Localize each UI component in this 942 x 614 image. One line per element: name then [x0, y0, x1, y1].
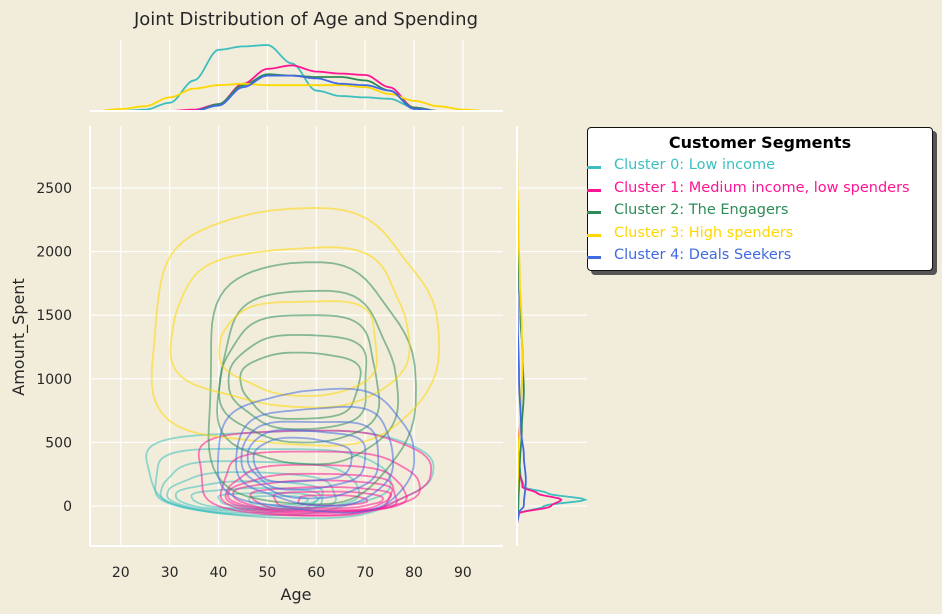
contour-cluster-0	[217, 491, 319, 508]
kde-contours	[145, 206, 441, 520]
age-kde-line-cluster-3	[96, 82, 488, 112]
legend-item: Cluster 1: Medium income, low spenders	[587, 179, 910, 196]
legend-line-marker	[587, 233, 601, 237]
contour-cluster-2	[207, 261, 417, 506]
legend-item: Cluster 3: High spenders	[587, 224, 794, 241]
chart-title: Joint Distribution of Age and Spending	[133, 9, 478, 30]
legend-line-marker	[587, 211, 601, 214]
legend: Customer Segments Cluster 0: Low income C…	[587, 127, 933, 271]
y-tick-label: 500	[45, 435, 72, 451]
legend-item: Cluster 0: Low income	[587, 157, 776, 173]
x-tick-label: 80	[405, 565, 423, 581]
legend-label: Cluster 1: Medium income, low spenders	[614, 179, 910, 196]
age-kde-line-cluster-1	[169, 64, 439, 112]
y-tick-label: 0	[63, 499, 72, 515]
x-tick-label: 50	[259, 565, 277, 581]
contour-cluster-1	[272, 490, 384, 510]
legend-label: Cluster 3: High spenders	[614, 224, 794, 241]
contour-cluster-4	[252, 436, 353, 484]
x-axis-label: Age	[281, 585, 312, 604]
legend-item: Cluster 2: The Engagers	[587, 202, 789, 218]
y-axis-label: Amount_Spent	[9, 278, 29, 395]
x-tick-label: 90	[454, 565, 472, 581]
age-marginal-kde	[96, 44, 488, 112]
x-tick-label: 30	[161, 565, 179, 581]
legend-label: Cluster 2: The Engagers	[614, 202, 789, 218]
contour-cluster-4	[246, 428, 367, 491]
legend-line-marker	[587, 256, 601, 259]
contour-cluster-3	[169, 246, 411, 409]
x-tick-label: 40	[210, 565, 228, 581]
legend-label: Cluster 4: Deals Seekers	[614, 247, 792, 263]
age-kde-line-cluster-4	[194, 74, 439, 112]
x-tick-label: 20	[112, 565, 130, 581]
contour-cluster-2	[239, 351, 362, 420]
contour-cluster-2	[218, 314, 381, 444]
legend-item: Cluster 4: Deals Seekers	[587, 247, 792, 263]
amount-marginal-kde	[516, 137, 588, 526]
y-tick-label: 2000	[36, 245, 72, 261]
y-tick-label: 2500	[36, 181, 72, 197]
contour-cluster-4	[235, 405, 395, 507]
legend-title: Customer Segments	[668, 133, 852, 152]
axes: 20 30 40 50 60 70 80 90 0 500 1000 1500 2000 2500	[36, 110, 518, 581]
contour-cluster-2	[227, 334, 368, 431]
amount-kde-line-cluster-1	[516, 417, 563, 526]
y-tick-label: 1000	[36, 372, 72, 388]
legend-label: Cluster 0: Low income	[614, 157, 776, 173]
y-tick-label: 1500	[36, 308, 72, 324]
x-tick-label: 60	[307, 565, 325, 581]
contour-cluster-4	[216, 387, 416, 514]
contour-cluster-4	[240, 420, 380, 500]
x-tick-label: 70	[356, 565, 374, 581]
legend-line-marker	[587, 166, 601, 169]
legend-line-marker	[587, 188, 601, 192]
